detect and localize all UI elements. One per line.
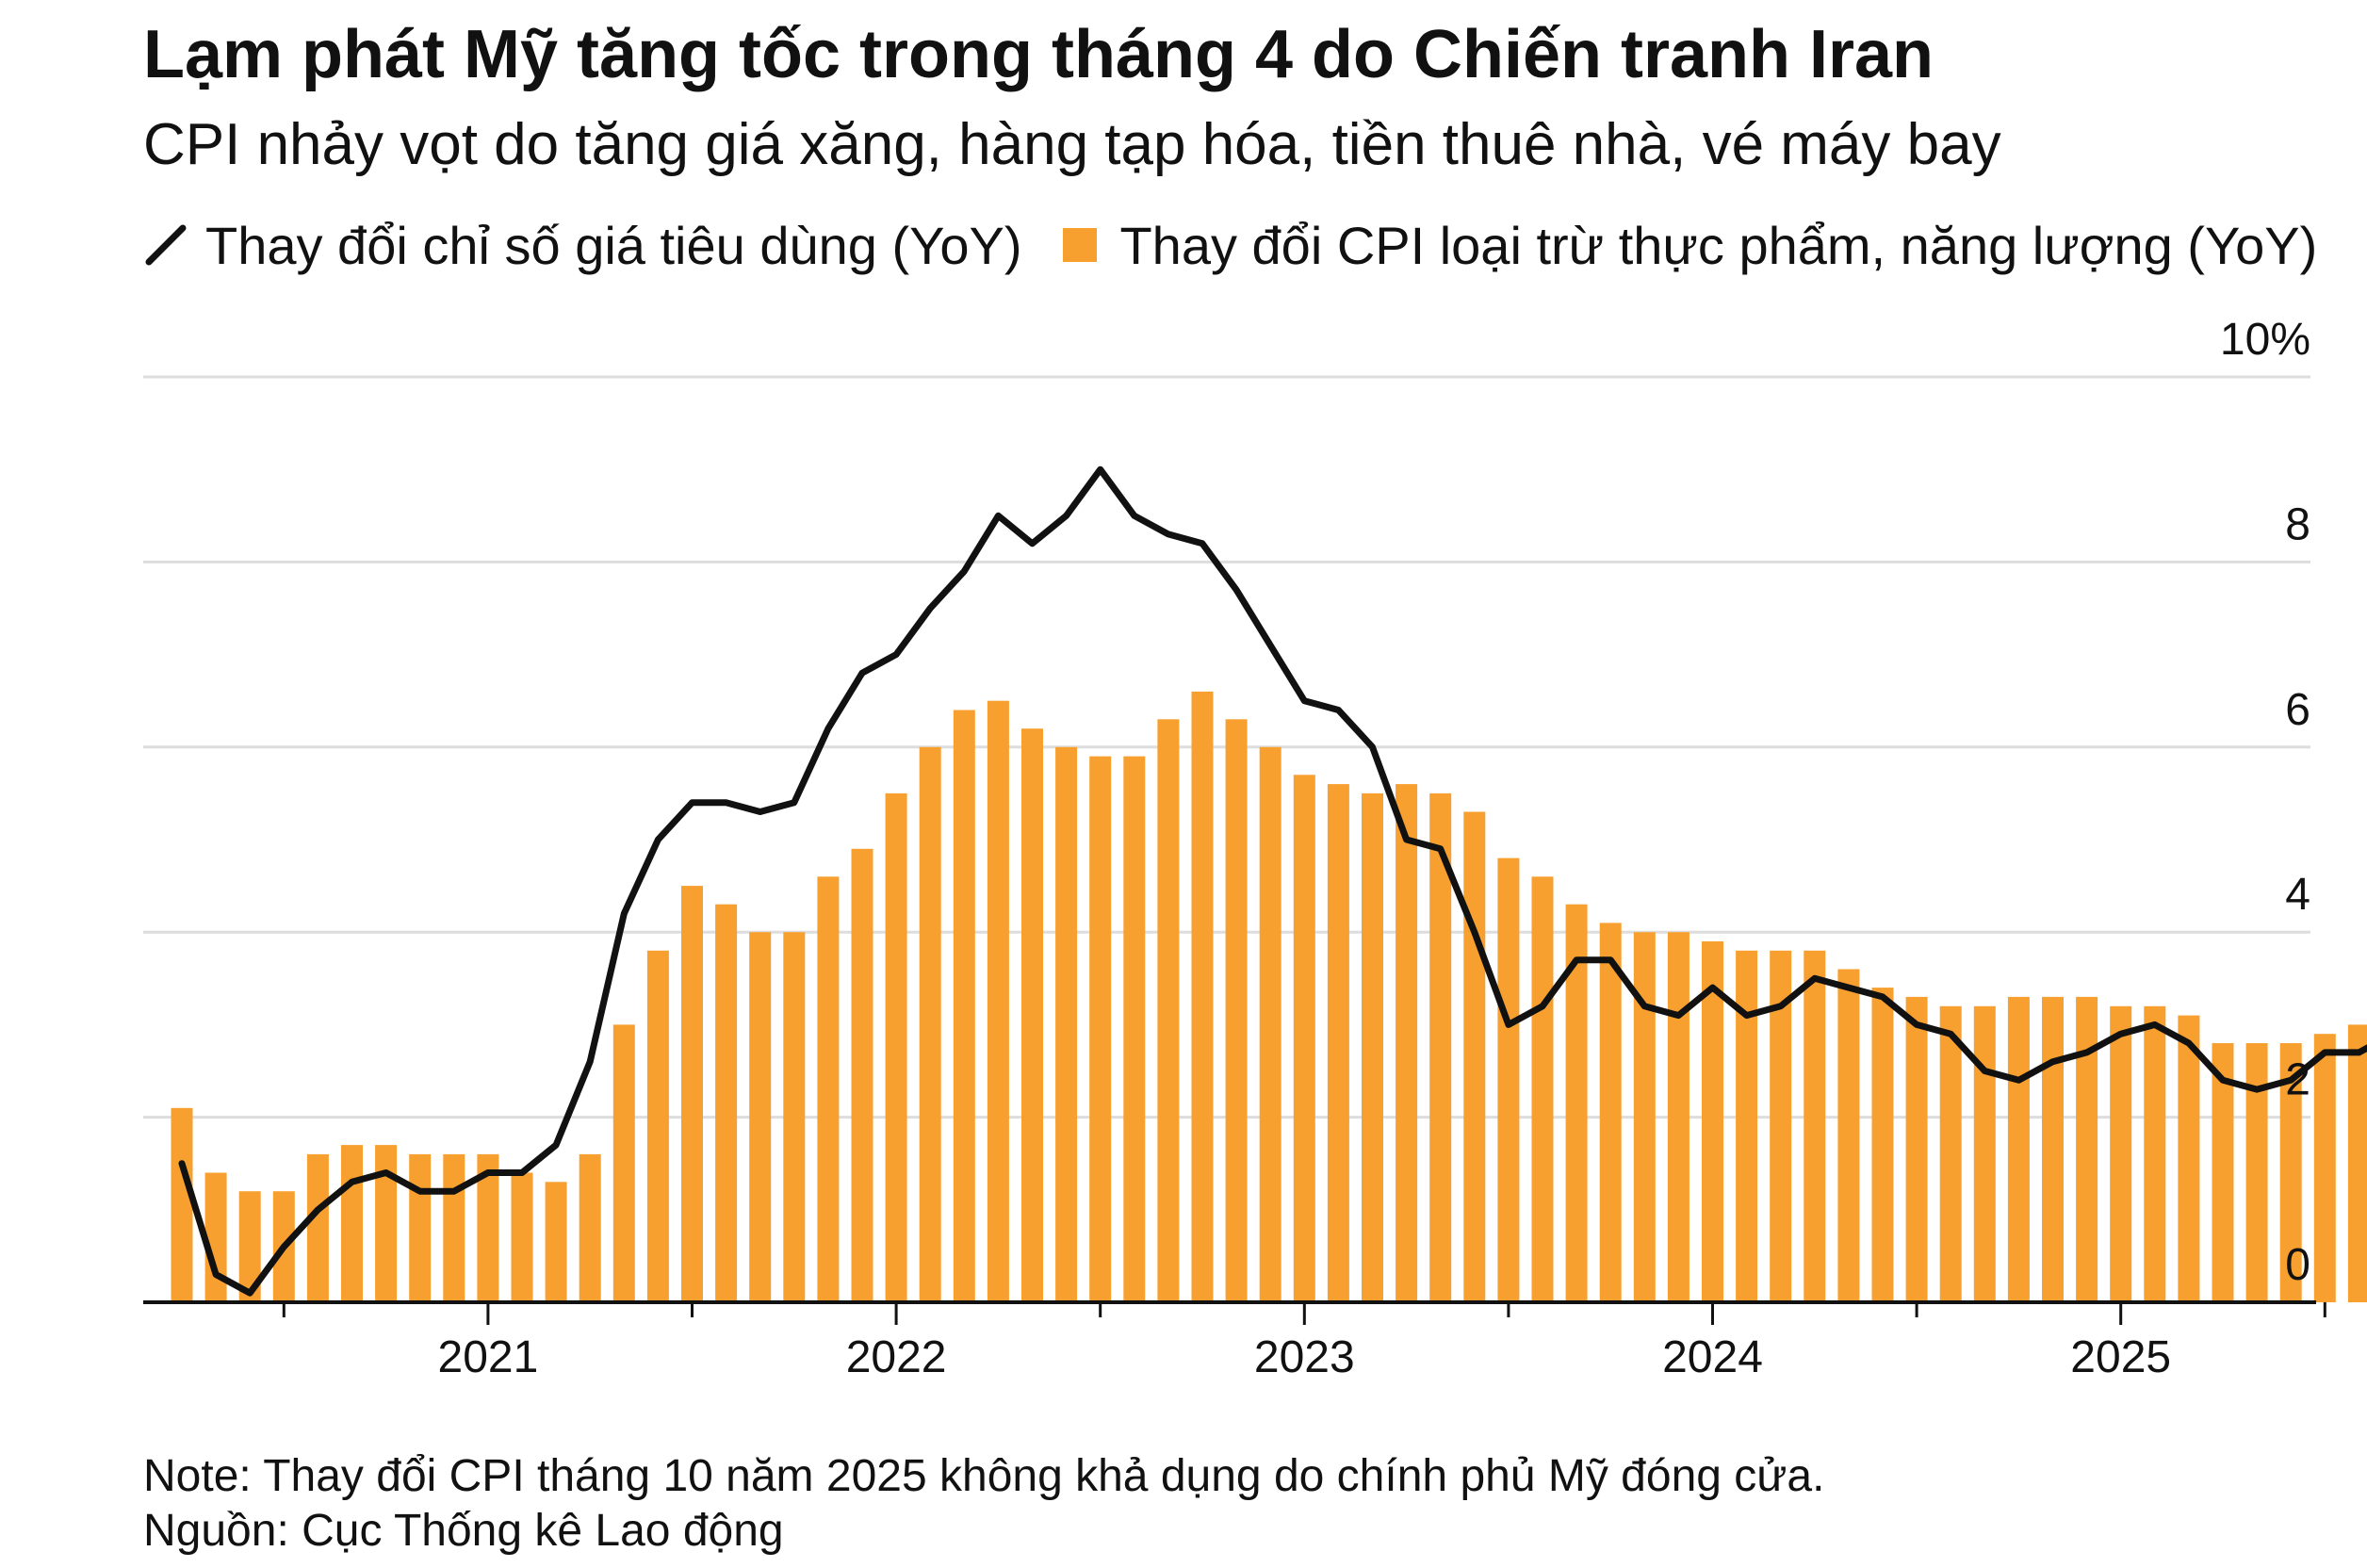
core-cpi-bar — [2245, 1043, 2268, 1302]
cpi-line — [178, 466, 2367, 1297]
x-axis — [143, 1300, 2326, 1325]
core-cpi-bar — [2076, 996, 2098, 1302]
core-cpi-bar — [477, 1153, 499, 1302]
core-cpi-bar — [1396, 784, 1418, 1302]
core-cpi-bar — [2347, 1024, 2367, 1302]
core-cpi-bar — [2110, 1005, 2132, 1302]
core-cpi-bar — [1905, 996, 1928, 1302]
core-cpi-bar — [2178, 1015, 2200, 1302]
legend-label-cpi: Thay đổi chỉ số giá tiêu dùng (YoY) — [205, 215, 1022, 275]
core-cpi-bar — [545, 1182, 567, 1302]
core-cpi-bar — [171, 1107, 193, 1302]
core-cpi-bar — [1770, 950, 1792, 1302]
core-cpi-bar — [375, 1145, 398, 1302]
core-cpi-bar — [238, 1191, 261, 1302]
core-cpi-bar — [612, 1024, 635, 1302]
chart-note: Note: Thay đổi CPI tháng 10 năm 2025 khô… — [143, 1451, 1825, 1501]
x-tick-label: 2022 — [846, 1332, 947, 1382]
core-cpi-bar — [715, 904, 738, 1302]
chart-title: Lạm phát Mỹ tăng tốc trong tháng 4 do Ch… — [143, 17, 1934, 92]
core-cpi-bar — [2313, 1034, 2336, 1302]
x-tick-label: 2023 — [1254, 1332, 1355, 1382]
core-cpi-bar — [1362, 792, 1383, 1302]
core-cpi-bar — [2007, 996, 2030, 1302]
y-axis-labels: 0 2 4 6 8 10% — [2220, 315, 2310, 1290]
core-cpi-bar — [953, 710, 975, 1302]
core-cpi-bar — [1633, 932, 1656, 1302]
core-cpi-bar — [1837, 969, 1860, 1302]
core-cpi-bar — [409, 1153, 432, 1302]
y-tick-label: 8 — [2285, 499, 2310, 549]
core-cpi-bar — [1973, 1005, 1996, 1302]
core-cpi-bar — [204, 1172, 227, 1302]
core-cpi-bar — [646, 950, 669, 1302]
y-tick-label: 10% — [2220, 315, 2310, 365]
core-cpi-bar — [885, 792, 907, 1302]
legend-bar-swatch — [1063, 228, 1098, 262]
core-cpi-bar — [1157, 719, 1180, 1302]
core-cpi-bar — [1871, 988, 1894, 1302]
core-cpi-bar — [987, 700, 1009, 1302]
chart-source: Nguồn: Cục Thống kê Lao động — [143, 1506, 784, 1556]
core-cpi-bar — [2042, 996, 2064, 1302]
cpi-line-path — [178, 466, 2367, 1297]
legend-label-core-cpi: Thay đổi CPI loại trừ thực phẩm, năng lư… — [1119, 215, 2318, 275]
y-tick-label: 0 — [2285, 1240, 2310, 1290]
core-cpi-bar — [1123, 756, 1146, 1302]
core-cpi-bar — [919, 746, 941, 1302]
core-cpi-bar — [1293, 775, 1315, 1302]
core-cpi-bar — [1021, 728, 1043, 1302]
core-cpi-bar — [1565, 904, 1588, 1302]
core-cpi-bar — [2279, 1043, 2302, 1302]
core-cpi-bar — [1225, 719, 1248, 1302]
core-cpi-bar — [1736, 950, 1758, 1302]
core-cpi-bar — [579, 1153, 601, 1302]
core-cpi-bar — [511, 1172, 533, 1302]
core-cpi-bar — [851, 848, 873, 1302]
y-tick-label: 2 — [2285, 1055, 2310, 1105]
core-cpi-bar — [1804, 950, 1826, 1302]
x-tick-label: 2025 — [2070, 1332, 2171, 1382]
y-tick-label: 4 — [2285, 870, 2310, 920]
core-cpi-bar — [443, 1153, 465, 1302]
core-cpi-bar — [1599, 923, 1622, 1302]
core-cpi-bar — [783, 932, 806, 1302]
core-cpi-bar — [1191, 691, 1214, 1302]
core-cpi-bar — [1259, 746, 1281, 1302]
core-cpi-bar — [2212, 1043, 2234, 1302]
x-axis-labels: 202120222023202420252026 — [438, 1332, 2172, 1382]
legend-item-core-cpi: Thay đổi CPI loại trừ thực phẩm, năng lư… — [1063, 215, 2317, 276]
core-cpi-bar — [1327, 784, 1349, 1302]
legend-item-cpi: Thay đổi chỉ số giá tiêu dùng (YoY) — [143, 215, 1021, 276]
x-tick-label: 2024 — [1662, 1332, 1763, 1382]
chart-subtitle: CPI nhảy vọt do tăng giá xăng, hàng tạp … — [143, 112, 2001, 177]
y-tick-label: 6 — [2285, 685, 2310, 735]
core-cpi-bar — [817, 876, 840, 1302]
chart-legend: Thay đổi chỉ số giá tiêu dùng (YoY) Thay… — [143, 205, 2317, 285]
core-cpi-bar — [306, 1153, 329, 1302]
core-cpi-bars — [171, 691, 2367, 1302]
core-cpi-bar — [1463, 811, 1486, 1302]
core-cpi-bar — [1055, 746, 1078, 1302]
core-cpi-bar — [1089, 756, 1112, 1302]
core-cpi-bar — [1531, 876, 1554, 1302]
core-cpi-bar — [1702, 941, 1723, 1302]
core-cpi-bar — [2144, 1005, 2166, 1302]
core-cpi-bar — [681, 886, 703, 1302]
core-cpi-bar — [1939, 1005, 1962, 1302]
core-cpi-bar — [341, 1145, 363, 1302]
core-cpi-bar — [749, 932, 772, 1302]
core-cpi-bar — [1497, 858, 1520, 1302]
x-tick-label: 2021 — [438, 1332, 539, 1382]
core-cpi-bar — [1667, 932, 1690, 1302]
legend-line-swatch — [145, 224, 187, 266]
core-cpi-bar — [1429, 792, 1452, 1302]
chart-footnotes: Note: Thay đổi CPI tháng 10 năm 2025 khô… — [143, 1449, 1824, 1559]
